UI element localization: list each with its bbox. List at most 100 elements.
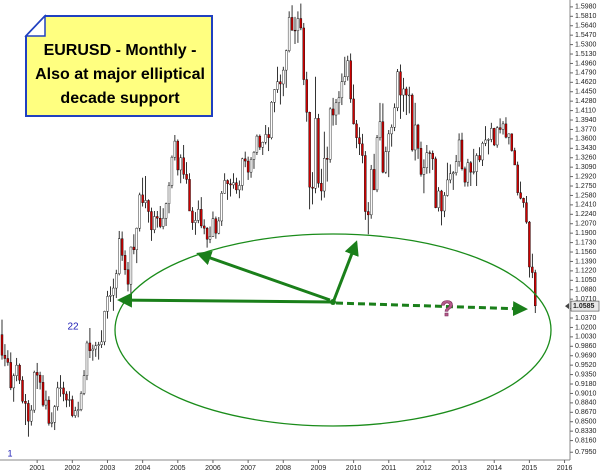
candle-body bbox=[249, 159, 253, 173]
y-tick-label: 1.5640 bbox=[575, 23, 597, 30]
y-tick-label: 1.1050 bbox=[575, 277, 597, 284]
candle-body bbox=[138, 194, 141, 229]
candle-body bbox=[74, 410, 77, 416]
candle-body bbox=[299, 18, 303, 29]
candle-body bbox=[50, 422, 54, 424]
candle-body bbox=[466, 162, 470, 183]
candle-body bbox=[393, 107, 396, 128]
candle-body bbox=[525, 202, 528, 223]
candle-body bbox=[255, 135, 259, 153]
title-line: Also at major elliptical bbox=[35, 66, 205, 83]
y-tick-label: 1.4620 bbox=[575, 79, 597, 86]
y-tick-label: 1.2070 bbox=[575, 221, 597, 228]
candle-body bbox=[522, 198, 525, 203]
candle-body bbox=[402, 88, 405, 96]
candle-body bbox=[343, 76, 347, 82]
candle-body bbox=[112, 287, 115, 296]
candle-body bbox=[79, 393, 83, 410]
candle-body bbox=[507, 133, 511, 138]
y-tick-label: 1.4790 bbox=[575, 70, 597, 77]
candle-body bbox=[437, 190, 440, 208]
candle-body bbox=[311, 186, 314, 189]
candle-body bbox=[65, 393, 68, 401]
candle-body bbox=[208, 236, 212, 240]
candle-body bbox=[132, 246, 136, 250]
candle-body bbox=[276, 81, 279, 90]
candle-body bbox=[27, 403, 30, 422]
x-tick-label: 2008 bbox=[275, 465, 291, 472]
candle-body bbox=[150, 211, 153, 231]
candle-body bbox=[205, 227, 209, 240]
candle-body bbox=[56, 387, 59, 407]
candle-body bbox=[378, 121, 382, 138]
candle-body bbox=[314, 118, 317, 189]
candle-body bbox=[498, 127, 502, 130]
candle-body bbox=[361, 143, 364, 156]
candle-body bbox=[337, 97, 341, 104]
candle-body bbox=[243, 158, 247, 162]
candle-body bbox=[220, 193, 223, 222]
candle-body bbox=[9, 362, 12, 389]
candle-body bbox=[82, 375, 86, 394]
support-ellipse bbox=[114, 233, 552, 427]
wave-label: 1 bbox=[7, 448, 12, 458]
candle-body bbox=[182, 157, 185, 175]
title-line: decade support bbox=[60, 90, 180, 107]
candle-body bbox=[21, 379, 24, 402]
candle-body bbox=[123, 255, 127, 270]
candle-body bbox=[478, 155, 481, 161]
candle-body bbox=[367, 211, 370, 216]
x-tick-label: 2005 bbox=[170, 465, 186, 472]
candle-body bbox=[449, 173, 452, 181]
y-tick-label: 0.8840 bbox=[575, 400, 597, 407]
y-tick-label: 0.8160 bbox=[575, 437, 597, 444]
candle-body bbox=[185, 174, 188, 180]
candle-body bbox=[328, 108, 332, 160]
y-tick-label: 0.8330 bbox=[575, 428, 597, 435]
y-tick-label: 1.1730 bbox=[575, 239, 597, 246]
candle-body bbox=[135, 227, 138, 250]
candle-body bbox=[422, 167, 426, 175]
y-tick-label: 1.2410 bbox=[575, 202, 597, 209]
candle-body bbox=[264, 134, 267, 143]
candle-body bbox=[308, 112, 311, 188]
candle-body bbox=[179, 157, 182, 171]
candle-body bbox=[469, 162, 472, 173]
candle-body bbox=[285, 50, 288, 71]
y-tick-label: 1.3090 bbox=[575, 164, 597, 171]
candle-body bbox=[33, 372, 36, 411]
candle-body bbox=[481, 143, 484, 161]
candle-body bbox=[452, 172, 455, 175]
candle-body bbox=[100, 341, 103, 345]
y-tick-label: 1.2750 bbox=[575, 183, 597, 190]
candle-body bbox=[440, 190, 443, 212]
candle-body bbox=[238, 185, 241, 191]
candle-body bbox=[405, 88, 408, 96]
y-tick-label: 1.0200 bbox=[575, 324, 597, 331]
y-tick-label: 1.2580 bbox=[575, 192, 597, 199]
candle-body bbox=[293, 29, 297, 32]
candle-body bbox=[15, 364, 18, 376]
candle-body bbox=[252, 151, 256, 160]
question-mark: ? bbox=[440, 296, 453, 321]
candle-body bbox=[159, 217, 162, 227]
y-tick-label: 1.4280 bbox=[575, 98, 597, 105]
candle-body bbox=[117, 238, 121, 274]
candle-body bbox=[273, 89, 276, 103]
arrow-2010 bbox=[332, 240, 359, 301]
candle-body bbox=[258, 135, 262, 148]
candle-body bbox=[387, 133, 390, 152]
candle-body bbox=[126, 269, 130, 285]
candle-body bbox=[460, 139, 464, 170]
candle-body bbox=[47, 399, 51, 424]
candle-body bbox=[320, 183, 323, 192]
candle-body bbox=[24, 401, 27, 404]
candle-body bbox=[372, 169, 376, 191]
x-tick-label: 2012 bbox=[416, 465, 432, 472]
candle-body bbox=[91, 348, 95, 351]
candle-body bbox=[334, 102, 338, 116]
x-tick-label: 2010 bbox=[346, 465, 362, 472]
candle-body bbox=[390, 127, 393, 135]
x-tick-label: 2003 bbox=[100, 465, 116, 472]
candle-body bbox=[416, 124, 420, 149]
